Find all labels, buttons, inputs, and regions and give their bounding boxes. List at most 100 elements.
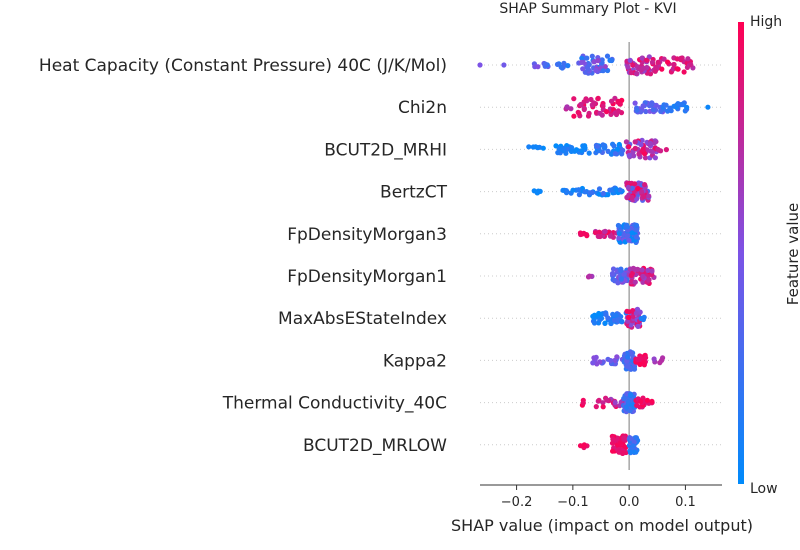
shap-point: [590, 313, 596, 319]
shap-point: [600, 103, 606, 109]
shap-point: [657, 360, 663, 366]
shap-point: [628, 70, 634, 76]
shap-point: [639, 267, 645, 273]
shap-point: [569, 145, 575, 151]
shap-point: [596, 191, 602, 197]
colorbar-title: Feature value: [784, 203, 800, 305]
shap-point: [579, 148, 585, 154]
shap-point: [645, 267, 651, 273]
shap-point: [665, 59, 671, 65]
shap-point: [591, 100, 597, 106]
shap-point: [642, 155, 649, 161]
shap-point: [644, 397, 651, 403]
shap-point: [477, 62, 483, 68]
shap-point: [584, 55, 590, 61]
shap-point: [605, 315, 611, 321]
shap-point: [605, 67, 611, 74]
shap-point: [665, 108, 671, 114]
shap-point: [640, 103, 646, 109]
shap-point: [685, 56, 691, 62]
shap-point: [609, 440, 616, 446]
shap-point: [568, 148, 575, 154]
shap-point: [705, 104, 711, 110]
shap-point: [561, 145, 567, 151]
shap-point: [624, 358, 630, 364]
shap-point: [632, 100, 638, 106]
shap-point: [630, 313, 636, 319]
shap-point: [578, 101, 584, 108]
shap-point: [626, 237, 632, 243]
shap-point: [678, 55, 684, 61]
shap-point: [647, 140, 654, 147]
shap-point: [684, 104, 690, 110]
shap-point: [640, 273, 646, 279]
shap-point: [571, 113, 577, 119]
x-tick-label: −0.1: [557, 495, 589, 510]
shap-point: [594, 143, 601, 150]
shap-point: [632, 279, 638, 285]
shap-point: [583, 96, 589, 102]
feature-label: Heat Capacity (Constant Pressure) 40C (J…: [39, 56, 447, 76]
shap-point: [596, 229, 602, 235]
feature-label: FpDensityMorgan3: [287, 225, 447, 245]
shap-point: [633, 310, 639, 316]
shap-point: [630, 443, 636, 449]
shap-point: [688, 62, 694, 68]
shap-point: [618, 268, 624, 274]
shap-point: [600, 190, 606, 197]
shap-point: [624, 233, 631, 239]
shap-point: [614, 354, 620, 360]
shap-point: [615, 280, 621, 286]
shap-point: [612, 95, 618, 101]
shap-point: [634, 402, 640, 408]
shap-point: [564, 189, 570, 195]
shap-point: [610, 266, 617, 272]
shap-point: [616, 235, 622, 241]
colorbar-high-label: High: [750, 14, 782, 30]
shap-point: [642, 151, 648, 157]
shap-point: [640, 147, 646, 153]
shap-point: [591, 320, 598, 326]
shap-point: [611, 143, 617, 149]
shap-point: [535, 64, 541, 70]
shap-point: [608, 320, 614, 326]
shap-point: [607, 233, 614, 239]
shap-point: [634, 70, 640, 77]
shap-point: [554, 61, 561, 67]
shap-point: [579, 55, 585, 61]
shap-point: [652, 139, 658, 146]
shap-point: [642, 182, 648, 188]
shap-point: [675, 101, 681, 107]
shap-point: [643, 355, 649, 361]
shap-point: [651, 356, 657, 362]
shap-point: [604, 397, 610, 403]
shap-point: [641, 194, 647, 200]
x-axis-ticks: −0.2 −0.1 0.0 0.1: [501, 485, 696, 510]
shap-points: [477, 53, 711, 456]
shap-point: [641, 359, 647, 365]
shap-point: [635, 185, 641, 192]
shap-point: [679, 101, 685, 107]
shap-point: [589, 189, 595, 196]
shap-point: [585, 113, 592, 119]
shap-point: [649, 59, 656, 65]
shap-point: [625, 184, 632, 190]
shap-point: [632, 145, 638, 151]
shap-point: [609, 57, 615, 64]
feature-gridlines: [480, 64, 722, 446]
shap-point: [576, 192, 583, 198]
shap-point: [536, 144, 543, 150]
shap-point: [597, 317, 603, 323]
shap-point: [619, 319, 625, 325]
shap-point: [526, 144, 532, 150]
shap-point: [585, 66, 591, 72]
shap-point: [537, 188, 543, 194]
shap-point: [597, 110, 603, 116]
shap-point: [625, 318, 631, 324]
shap-point: [634, 306, 641, 312]
shap-point: [604, 53, 611, 59]
shap-point: [628, 449, 634, 455]
shap-point: [623, 139, 630, 145]
shap-point: [597, 233, 603, 240]
shap-point: [626, 144, 632, 150]
